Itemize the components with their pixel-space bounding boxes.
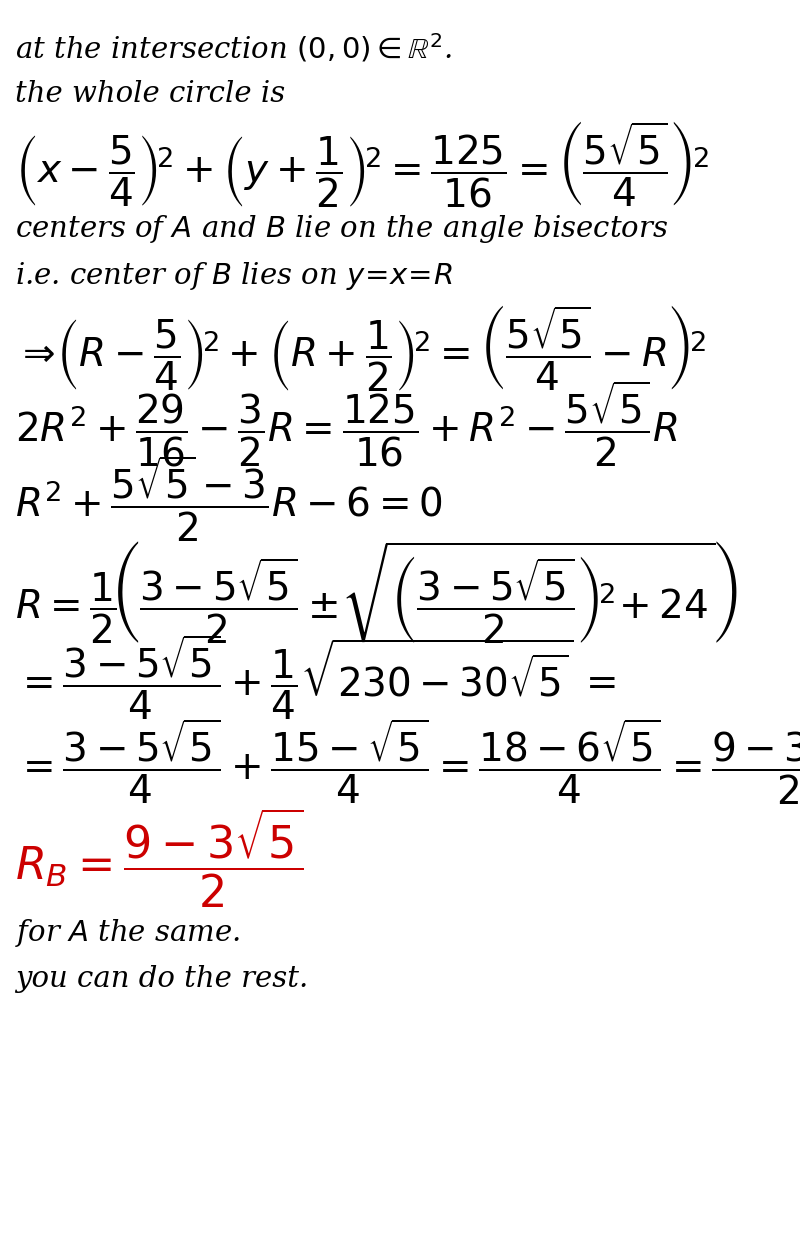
Text: $R^2+\dfrac{5\sqrt{5}-3}{2}R-6=0$: $R^2+\dfrac{5\sqrt{5}-3}{2}R-6=0$ bbox=[15, 454, 442, 544]
Text: $R_{B}=\dfrac{9-3\sqrt{5}}{2}$: $R_{B}=\dfrac{9-3\sqrt{5}}{2}$ bbox=[15, 806, 303, 910]
Text: i.e. center of $B$ lies on $y\!=\!x\!=\!R$: i.e. center of $B$ lies on $y\!=\!x\!=\!… bbox=[15, 260, 453, 292]
Text: $\Rightarrow\!\left(R-\dfrac{5}{4}\right)^{\!2}+\left(R+\dfrac{1}{2}\right)^{\!2: $\Rightarrow\!\left(R-\dfrac{5}{4}\right… bbox=[15, 304, 706, 393]
Text: $=\dfrac{3-5\sqrt{5}}{4}+\dfrac{1}{4}\sqrt{230-30\sqrt{5}}\,=$: $=\dfrac{3-5\sqrt{5}}{4}+\dfrac{1}{4}\sq… bbox=[15, 633, 616, 722]
Text: $=\dfrac{3-5\sqrt{5}}{4}+\dfrac{15-\sqrt{5}}{4}=\dfrac{18-6\sqrt{5}}{4}=\dfrac{9: $=\dfrac{3-5\sqrt{5}}{4}+\dfrac{15-\sqrt… bbox=[15, 716, 800, 806]
Text: you can do the rest.: you can do the rest. bbox=[15, 965, 308, 993]
Text: centers of $A$ and $B$ lie on the angle bisectors: centers of $A$ and $B$ lie on the angle … bbox=[15, 213, 668, 246]
Text: $\left(x-\dfrac{5}{4}\right)^{\!2}+\left(y+\dfrac{1}{2}\right)^{\!2}=\dfrac{125}: $\left(x-\dfrac{5}{4}\right)^{\!2}+\left… bbox=[15, 120, 709, 209]
Text: $2R^2+\dfrac{29}{16}-\dfrac{3}{2}R=\dfrac{125}{16}+R^2-\dfrac{5\sqrt{5}}{2}R$: $2R^2+\dfrac{29}{16}-\dfrac{3}{2}R=\dfra… bbox=[15, 378, 678, 469]
Text: $R=\dfrac{1}{2}\!\left(\dfrac{3-5\sqrt{5}}{2}\pm\!\sqrt{\left(\dfrac{3-5\sqrt{5}: $R=\dfrac{1}{2}\!\left(\dfrac{3-5\sqrt{5… bbox=[15, 539, 738, 645]
Text: at the intersection $(0,0)\in\mathbb{R}^2$.: at the intersection $(0,0)\in\mathbb{R}^… bbox=[15, 32, 452, 64]
Text: for $A$ the same.: for $A$ the same. bbox=[15, 917, 240, 949]
Text: the whole circle is: the whole circle is bbox=[15, 81, 286, 108]
